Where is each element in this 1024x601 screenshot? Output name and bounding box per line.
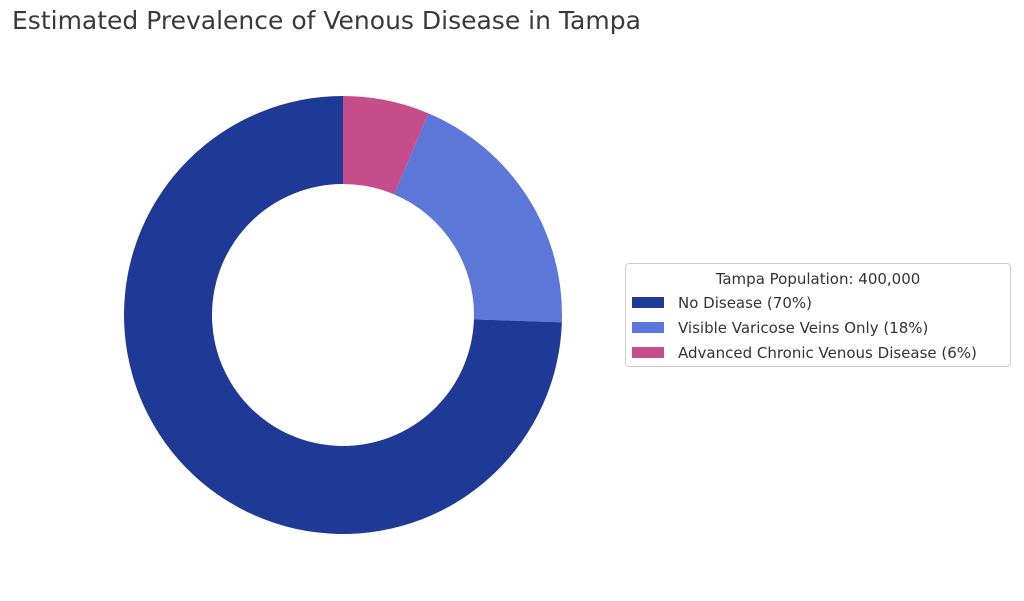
legend: Tampa Population: 400,000 No Disease (70… [625, 263, 1011, 367]
legend-swatch-no-disease [632, 297, 664, 308]
chart-title: Estimated Prevalence of Venous Disease i… [12, 6, 641, 35]
legend-label-varicose-veins: Visible Varicose Veins Only (18%) [678, 318, 929, 337]
slice-no-disease [123, 96, 562, 534]
legend-label-no-disease: No Disease (70%) [678, 293, 812, 312]
legend-entry-no-disease: No Disease (70%) [632, 290, 1010, 315]
legend-label-advanced-cvd: Advanced Chronic Venous Disease (6%) [678, 343, 977, 362]
legend-swatch-varicose-veins [632, 322, 664, 333]
legend-swatch-advanced-cvd [632, 347, 664, 358]
donut-chart [123, 96, 562, 534]
legend-title: Tampa Population: 400,000 [715, 270, 921, 288]
slice-advanced-cvd [343, 96, 429, 195]
slice-varicose-veins [394, 113, 562, 323]
legend-entry-varicose-veins: Visible Varicose Veins Only (18%) [632, 315, 1010, 340]
legend-entry-advanced-cvd: Advanced Chronic Venous Disease (6%) [632, 340, 1010, 365]
